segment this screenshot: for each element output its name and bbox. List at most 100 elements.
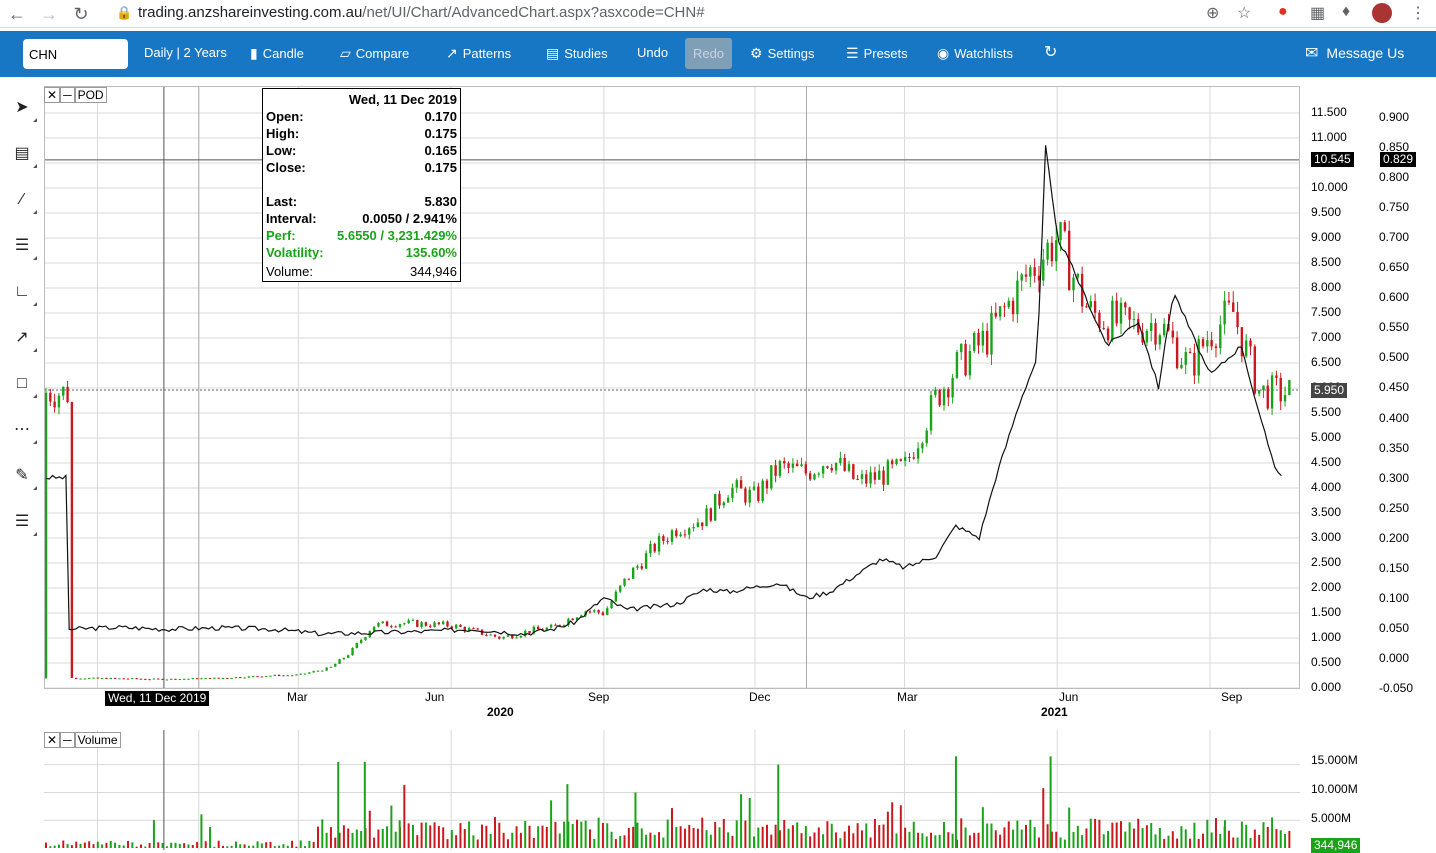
symbol-input[interactable] (23, 39, 128, 69)
candle-body (359, 640, 363, 643)
watchlists-label: Watchlists (954, 46, 1013, 61)
candle-body (705, 508, 708, 527)
last-price-tag: 5.950 (1311, 383, 1348, 398)
compare-symbol-label[interactable]: POD (74, 87, 107, 103)
candle-body (778, 461, 782, 476)
lock-icon[interactable]: 🔒 (116, 5, 133, 20)
fibonacci-icon[interactable]: ☰ (14, 237, 30, 254)
tool-expand-icon[interactable] (33, 256, 37, 260)
studies-button[interactable]: ▤ Studies (546, 45, 608, 62)
extension-grid-icon[interactable]: ▦ (1310, 5, 1326, 22)
x-month-label: Jun (425, 690, 445, 704)
undo-button[interactable]: Undo (637, 45, 669, 60)
gann-fan-icon[interactable]: ∟ (14, 283, 30, 300)
list-icon[interactable]: ☰ (14, 513, 30, 530)
candle-body (770, 465, 773, 489)
bookmark-star-icon[interactable]: ☆ (1237, 5, 1252, 22)
close-panel-icon[interactable]: ✕ (44, 87, 61, 103)
volume-bar (118, 845, 121, 848)
candle-body (204, 677, 207, 679)
candle-body (834, 462, 838, 471)
candle-body (1210, 340, 1213, 347)
candle-body (83, 678, 87, 680)
volume-spike-bar (1223, 820, 1226, 848)
candle-body (545, 627, 548, 631)
refresh-icon[interactable]: ↻ (1044, 44, 1058, 61)
tool-expand-icon[interactable] (33, 210, 37, 214)
volume-bar (1124, 831, 1127, 848)
candle-body (713, 493, 717, 521)
trendline-icon[interactable]: ∕ (20, 191, 24, 208)
browser-menu-icon[interactable]: ⋮ (1410, 5, 1426, 22)
volume-bar (584, 820, 587, 848)
presets-button[interactable]: ☰ Presets (846, 45, 908, 62)
volume-bar (865, 823, 868, 848)
close-volume-panel-icon[interactable]: ✕ (44, 732, 61, 748)
extension-icon[interactable]: ● (1278, 3, 1288, 20)
profile-avatar[interactable] (1372, 3, 1392, 23)
candle-body (817, 473, 820, 475)
arrow-icon[interactable]: ↗ (15, 329, 29, 346)
volume-axis-tick: 10.000M (1311, 782, 1358, 796)
tool-expand-icon[interactable] (33, 118, 37, 122)
volume-chart[interactable] (44, 730, 1300, 850)
extensions-puzzle-icon[interactable]: ♦ (1342, 3, 1351, 20)
candle-body (916, 448, 920, 459)
crosshair-left-value: 10.545 (1311, 152, 1354, 167)
pointer-icon[interactable]: ➤ (15, 99, 29, 116)
candle-body (1063, 222, 1067, 231)
candle-body (1098, 312, 1101, 329)
left-axis-tick: 4.000 (1311, 480, 1342, 494)
candle-body (1154, 323, 1157, 345)
candle-body (66, 386, 69, 402)
candle-body (761, 480, 764, 501)
candle-body (709, 508, 713, 521)
candle-body (787, 463, 790, 468)
forward-icon[interactable]: → (40, 4, 58, 24)
volume-bar (45, 842, 47, 848)
candle-body (269, 675, 272, 677)
crosshair-icon[interactable]: ▤ (14, 145, 30, 162)
url-text[interactable]: trading.anzshareinvesting.com.au/net/UI/… (138, 4, 705, 21)
volume-bar (105, 842, 108, 848)
patterns-button[interactable]: ↗ Patterns (446, 45, 511, 62)
tool-expand-icon[interactable] (33, 532, 37, 536)
compare-button[interactable]: ▱ Compare (340, 45, 409, 62)
message-us-button[interactable]: ✉ Message Us (1305, 43, 1404, 63)
minimize-volume-panel-icon[interactable]: ─ (60, 732, 75, 748)
redo-button[interactable]: Redo (685, 38, 732, 69)
period-button[interactable]: Daily | 2 Years (144, 45, 227, 60)
volume-bar (519, 832, 522, 848)
minimize-panel-icon[interactable]: ─ (60, 87, 75, 103)
candle-body (722, 502, 726, 506)
candle-body (157, 678, 160, 680)
tool-expand-icon[interactable] (33, 486, 37, 490)
watchlists-button[interactable]: ◉ Watchlists (937, 45, 1013, 62)
candle-body (57, 395, 61, 408)
price-chart[interactable] (44, 86, 1300, 689)
candle-body (506, 635, 510, 637)
tool-expand-icon[interactable] (33, 302, 37, 306)
left-axis-tick: 1.500 (1311, 605, 1342, 619)
zoom-icon[interactable]: ⊕ (1206, 5, 1220, 22)
address-bar[interactable] (108, 2, 1268, 24)
channel-icon[interactable]: ⋯ (14, 421, 30, 438)
back-icon[interactable]: ← (8, 4, 26, 24)
candle-button[interactable]: ▮ Candle (250, 45, 304, 62)
tool-expand-icon[interactable] (33, 348, 37, 352)
volume-bar (653, 834, 656, 848)
tool-expand-icon[interactable] (33, 164, 37, 168)
tool-expand-icon[interactable] (33, 394, 37, 398)
reload-icon[interactable]: ↻ (73, 4, 89, 24)
rectangle-icon[interactable]: □ (17, 375, 27, 392)
settings-button[interactable]: ⚙ Settings (750, 45, 815, 62)
volume-bar (463, 829, 466, 848)
x-month-label: Sep (588, 690, 610, 704)
volume-bar (588, 829, 591, 848)
candle-body (783, 461, 786, 464)
candle-body (934, 389, 937, 396)
volume-bar (1012, 829, 1015, 848)
annotate-icon[interactable]: ✎ (15, 467, 29, 484)
volume-bar (563, 821, 566, 848)
tool-expand-icon[interactable] (33, 440, 37, 444)
